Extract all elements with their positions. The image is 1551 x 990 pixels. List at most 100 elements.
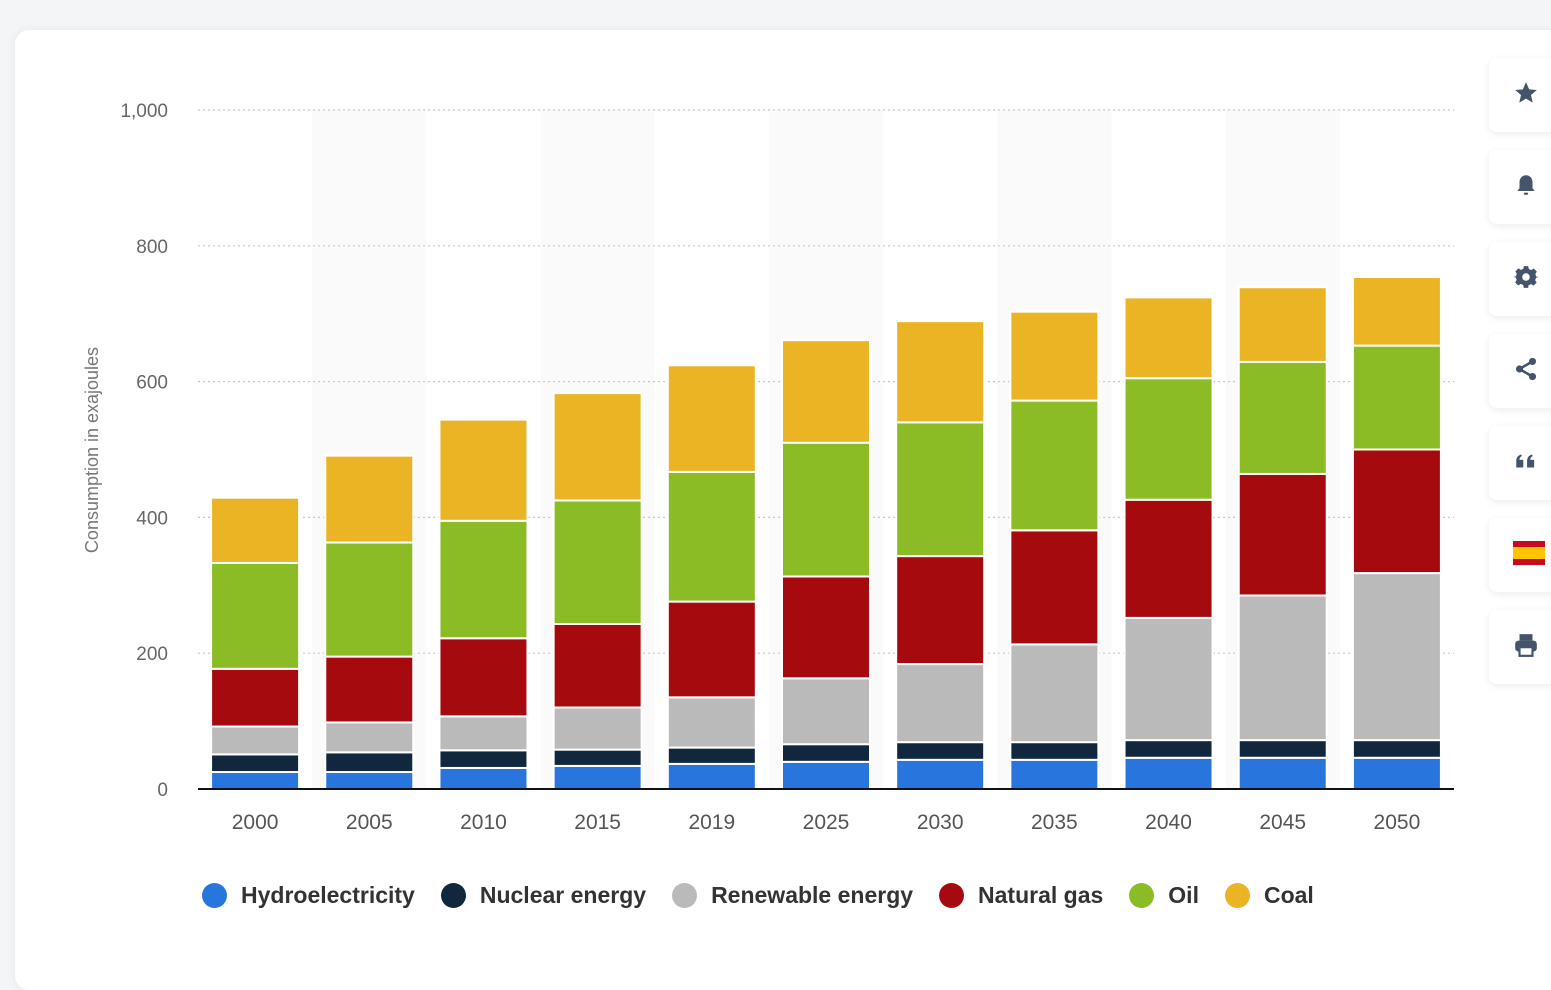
legend-label: Renewable energy [711, 882, 914, 908]
bar-segment-renewable-energy[interactable] [1237, 594, 1328, 742]
bar-segment-oil[interactable] [895, 421, 986, 558]
bar-segment-hydroelectricity[interactable] [895, 758, 986, 790]
bar-segment-oil[interactable] [552, 499, 643, 626]
bar-segment-natural-gas[interactable] [1237, 472, 1328, 597]
bar-segment-coal[interactable] [210, 496, 301, 564]
bar-stack-2025[interactable] [781, 339, 871, 791]
bar-segment-coal[interactable] [1009, 310, 1100, 402]
bar-stack-2035[interactable] [1009, 310, 1100, 790]
bar-stack-2045[interactable] [1237, 286, 1328, 790]
bar-segment-renewable-energy[interactable] [666, 696, 757, 749]
settings-button[interactable] [1489, 242, 1551, 316]
bar-segment-hydroelectricity[interactable] [438, 766, 529, 790]
legend-label: Nuclear energy [479, 882, 647, 908]
bar-segment-nuclear-energy[interactable] [552, 748, 643, 767]
legend-marker [1129, 883, 1155, 908]
bar-segment-hydroelectricity[interactable] [1009, 758, 1100, 790]
bar-stack-2050[interactable] [1351, 276, 1442, 790]
bar-segment-natural-gas[interactable] [438, 637, 529, 718]
bar-segment-renewable-energy[interactable] [1009, 643, 1100, 744]
bar-segment-oil[interactable] [1009, 399, 1100, 532]
bar-segment-coal[interactable] [1123, 296, 1214, 380]
bar-segment-hydroelectricity[interactable] [1237, 756, 1328, 790]
bar-segment-nuclear-energy[interactable] [324, 751, 415, 774]
bar-segment-natural-gas[interactable] [666, 600, 757, 699]
print-button[interactable] [1489, 610, 1551, 684]
bar-segment-oil[interactable] [1351, 344, 1442, 451]
bar-segment-natural-gas[interactable] [1123, 498, 1214, 619]
bar-stack-2030[interactable] [895, 320, 986, 790]
legend-item-coal[interactable]: Coal [1224, 882, 1314, 909]
bar-stack-2000[interactable] [210, 496, 301, 791]
bar-segment-nuclear-energy[interactable] [1123, 739, 1214, 759]
bar-segment-nuclear-energy[interactable] [781, 743, 871, 763]
bar-segment-coal[interactable] [552, 392, 643, 502]
legend-item-hydroelectricity[interactable]: Hydroelectricity [202, 882, 415, 909]
bar-segment-natural-gas[interactable] [1009, 529, 1100, 646]
bar-segment-renewable-energy[interactable] [1351, 572, 1442, 742]
bar-segment-hydroelectricity[interactable] [666, 762, 757, 791]
bar-segment-nuclear-energy[interactable] [895, 741, 986, 761]
bar-segment-natural-gas[interactable] [781, 575, 871, 680]
cite-button[interactable] [1489, 426, 1551, 500]
bar-segment-hydroelectricity[interactable] [324, 771, 415, 791]
bar-segment-natural-gas[interactable] [324, 655, 415, 724]
bar-stack-2019[interactable] [666, 364, 757, 791]
bar-segment-renewable-energy[interactable] [438, 715, 529, 752]
legend-marker [1224, 883, 1250, 908]
bar-stack-2010[interactable] [438, 418, 529, 790]
bar-segment-renewable-energy[interactable] [781, 677, 871, 746]
bar-segment-natural-gas[interactable] [210, 667, 301, 728]
star-icon [1513, 80, 1539, 111]
bar-segment-hydroelectricity[interactable] [781, 760, 871, 791]
bar-segment-nuclear-energy[interactable] [210, 753, 301, 774]
legend-marker [672, 883, 698, 908]
bar-segment-nuclear-energy[interactable] [1237, 739, 1328, 759]
bar-segment-hydroelectricity[interactable] [552, 764, 643, 791]
bar-segment-nuclear-energy[interactable] [438, 749, 529, 769]
bar-segment-coal[interactable] [324, 454, 415, 544]
bar-segment-coal[interactable] [895, 320, 986, 424]
bar-segment-nuclear-energy[interactable] [666, 746, 757, 765]
bar-segment-oil[interactable] [666, 470, 757, 603]
bar-segment-hydroelectricity[interactable] [1123, 756, 1214, 790]
bar-segment-renewable-energy[interactable] [895, 663, 986, 744]
legend-item-natural-gas[interactable]: Natural gas [939, 882, 1103, 909]
bar-segment-oil[interactable] [1237, 360, 1328, 475]
bar-segment-natural-gas[interactable] [895, 555, 986, 666]
bar-segment-oil[interactable] [781, 441, 871, 578]
legend-label: Coal [1263, 882, 1314, 908]
x-tick-label: 2030 [917, 811, 964, 834]
bar-segment-renewable-energy[interactable] [1123, 616, 1214, 742]
bar-segment-renewable-energy[interactable] [210, 725, 301, 756]
bar-stack-2015[interactable] [552, 392, 643, 791]
bar-segment-coal[interactable] [781, 339, 871, 444]
legend-item-nuclear-energy[interactable]: Nuclear energy [440, 882, 647, 909]
bar-segment-oil[interactable] [1123, 377, 1214, 501]
share-button[interactable] [1489, 334, 1551, 408]
bar-stack-2040[interactable] [1123, 296, 1214, 790]
bar-segment-nuclear-energy[interactable] [1351, 739, 1442, 759]
bar-segment-coal[interactable] [1351, 276, 1442, 347]
bar-segment-coal[interactable] [666, 364, 757, 473]
bar-segment-natural-gas[interactable] [1351, 448, 1442, 575]
bar-segment-nuclear-energy[interactable] [1009, 741, 1100, 761]
bar-stack-2005[interactable] [324, 454, 415, 791]
bar-segment-hydroelectricity[interactable] [1351, 756, 1442, 790]
bar-segment-hydroelectricity[interactable] [210, 771, 301, 791]
bar-segment-coal[interactable] [1237, 286, 1328, 363]
y-tick-label: 1,000 [120, 101, 168, 122]
legend-item-oil[interactable]: Oil [1129, 882, 1199, 909]
bar-segment-oil[interactable] [438, 519, 529, 640]
x-axis-ticks: 2000 2005 2010 2015 2019 2025 2030 2035 2040 2045… [232, 811, 1421, 834]
bar-segment-renewable-energy[interactable] [324, 721, 415, 754]
bar-segment-oil[interactable] [210, 561, 301, 670]
bar-segment-oil[interactable] [324, 541, 415, 658]
bar-segment-renewable-energy[interactable] [552, 706, 643, 751]
language-button[interactable] [1489, 518, 1551, 592]
legend-item-renewable-energy[interactable]: Renewable energy [672, 882, 913, 909]
favorite-button[interactable] [1489, 58, 1551, 132]
notification-button[interactable] [1489, 150, 1551, 224]
bar-segment-natural-gas[interactable] [552, 623, 643, 709]
bar-segment-coal[interactable] [438, 418, 529, 522]
